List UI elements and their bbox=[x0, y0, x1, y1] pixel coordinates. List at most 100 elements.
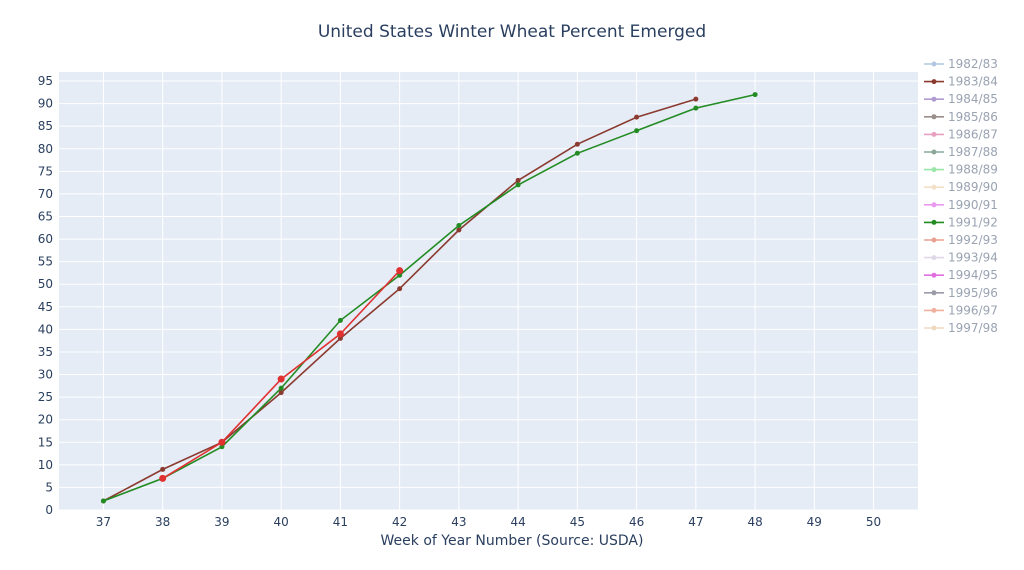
legend-item[interactable]: 1995/96 bbox=[924, 286, 998, 300]
y-tick-label: 0 bbox=[45, 503, 53, 517]
data-point bbox=[634, 128, 640, 134]
data-point bbox=[396, 267, 404, 275]
legend-label: 1996/97 bbox=[948, 303, 998, 317]
legend-item[interactable]: 1987/88 bbox=[924, 145, 998, 159]
data-point bbox=[456, 223, 462, 229]
x-tick-label: 39 bbox=[214, 515, 229, 529]
data-point bbox=[278, 385, 284, 391]
data-point bbox=[515, 177, 521, 183]
grid-lines bbox=[59, 72, 918, 511]
legend-swatch-marker bbox=[931, 167, 937, 173]
data-point bbox=[752, 92, 758, 98]
legend-item[interactable]: 1993/94 bbox=[924, 251, 998, 265]
y-tick-label: 10 bbox=[38, 458, 53, 472]
legend-swatch-marker bbox=[931, 79, 937, 85]
data-point bbox=[515, 182, 521, 188]
x-tick-label: 40 bbox=[274, 515, 289, 529]
legend-label: 1997/98 bbox=[948, 321, 998, 335]
series-layer bbox=[100, 92, 758, 504]
legend-label: 1989/90 bbox=[948, 180, 998, 194]
x-tick-label: 41 bbox=[333, 515, 348, 529]
y-tick-label: 5 bbox=[45, 480, 53, 494]
data-point bbox=[634, 114, 640, 120]
legend-label: 1987/88 bbox=[948, 145, 998, 159]
legend-label: 1982/83 bbox=[948, 57, 998, 71]
legend-swatch-marker bbox=[931, 255, 937, 261]
legend-item[interactable]: 1982/83 bbox=[924, 57, 998, 71]
x-tick-label: 49 bbox=[807, 515, 822, 529]
legend-item[interactable]: 1992/93 bbox=[924, 233, 998, 247]
series-line bbox=[103, 93, 756, 502]
legend-label: 1995/96 bbox=[948, 286, 998, 300]
x-tick-label: 44 bbox=[510, 515, 525, 529]
y-tick-label: 75 bbox=[38, 164, 53, 178]
legend-item[interactable]: 1996/97 bbox=[924, 303, 998, 317]
y-tick-label: 80 bbox=[38, 142, 53, 156]
data-point bbox=[456, 227, 462, 233]
data-point bbox=[397, 286, 403, 292]
data-point bbox=[336, 330, 344, 338]
x-tick-label: 38 bbox=[155, 515, 170, 529]
x-tick-label: 37 bbox=[96, 515, 111, 529]
legend-item[interactable]: 1986/87 bbox=[924, 127, 998, 141]
legend-label: 1984/85 bbox=[948, 92, 998, 106]
legend-swatch-marker bbox=[931, 96, 937, 102]
data-point bbox=[337, 317, 343, 323]
legend-label: 1988/89 bbox=[948, 163, 998, 177]
x-tick-label: 46 bbox=[629, 515, 644, 529]
y-tick-label: 55 bbox=[38, 255, 53, 269]
series-highlight bbox=[159, 267, 404, 482]
legend-item[interactable]: 1985/86 bbox=[924, 110, 998, 124]
y-tick-label: 30 bbox=[38, 368, 53, 382]
legend-swatch-marker bbox=[931, 114, 937, 120]
legend-swatch-marker bbox=[931, 202, 937, 208]
y-tick-label: 60 bbox=[38, 232, 53, 246]
data-point bbox=[277, 375, 285, 383]
legend-label: 1992/93 bbox=[948, 233, 998, 247]
y-tick-label: 70 bbox=[38, 187, 53, 201]
x-tick-label: 45 bbox=[570, 515, 585, 529]
legend-label: 1991/92 bbox=[948, 215, 998, 229]
legend-label: 1994/95 bbox=[948, 268, 998, 282]
data-point bbox=[278, 390, 284, 396]
data-point bbox=[693, 96, 699, 102]
data-point bbox=[160, 466, 166, 472]
y-tick-label: 85 bbox=[38, 119, 53, 133]
legend-item[interactable]: 1984/85 bbox=[924, 92, 998, 106]
legend-item[interactable]: 1990/91 bbox=[924, 198, 998, 212]
legend-item[interactable]: 1994/95 bbox=[924, 268, 998, 282]
x-axis-title: Week of Year Number (Source: USDA) bbox=[380, 533, 644, 549]
x-tick-label: 43 bbox=[451, 515, 466, 529]
x-axis-ticks: 37 38 39 40 41 42 43 44 45 46 47 48 49 50 bbox=[96, 515, 881, 529]
legend-item[interactable]: 1991/92 bbox=[924, 215, 998, 229]
legend-swatch-marker bbox=[931, 325, 937, 331]
y-tick-label: 65 bbox=[38, 209, 53, 223]
y-tick-label: 50 bbox=[38, 277, 53, 291]
x-tick-label: 50 bbox=[866, 515, 881, 529]
y-tick-label: 95 bbox=[38, 74, 53, 88]
y-tick-label: 35 bbox=[38, 345, 53, 359]
legend-item[interactable]: 1988/89 bbox=[924, 163, 998, 177]
legend-swatch-marker bbox=[931, 184, 937, 190]
legend-label: 1986/87 bbox=[948, 127, 998, 141]
data-point bbox=[693, 105, 699, 111]
y-axis-ticks: 0 5 10 15 20 25 30 35 40 45 50 55 60 65 70 75 80 85 90 95 bbox=[38, 74, 53, 517]
legend[interactable]: 1982/83 1983/84 1984/85 1985/86 1986/87 1987/… bbox=[924, 57, 998, 335]
y-tick-label: 25 bbox=[38, 390, 53, 404]
data-point bbox=[574, 150, 580, 156]
legend-item[interactable]: 1989/90 bbox=[924, 180, 998, 194]
legend-label: 1983/84 bbox=[948, 75, 998, 89]
legend-label: 1993/94 bbox=[948, 251, 998, 265]
legend-item[interactable]: 1983/84 bbox=[924, 75, 998, 89]
legend-item[interactable]: 1997/98 bbox=[924, 321, 998, 335]
chart-title: United States Winter Wheat Percent Emerg… bbox=[317, 22, 707, 42]
y-tick-label: 20 bbox=[38, 413, 53, 427]
legend-swatch-marker bbox=[931, 272, 937, 278]
y-tick-label: 45 bbox=[38, 300, 53, 314]
legend-swatch-marker bbox=[931, 219, 937, 225]
x-tick-label: 47 bbox=[688, 515, 703, 529]
legend-swatch-marker bbox=[931, 149, 937, 155]
plot-area bbox=[59, 72, 918, 510]
y-tick-label: 40 bbox=[38, 322, 53, 336]
legend-swatch-marker bbox=[931, 61, 937, 67]
